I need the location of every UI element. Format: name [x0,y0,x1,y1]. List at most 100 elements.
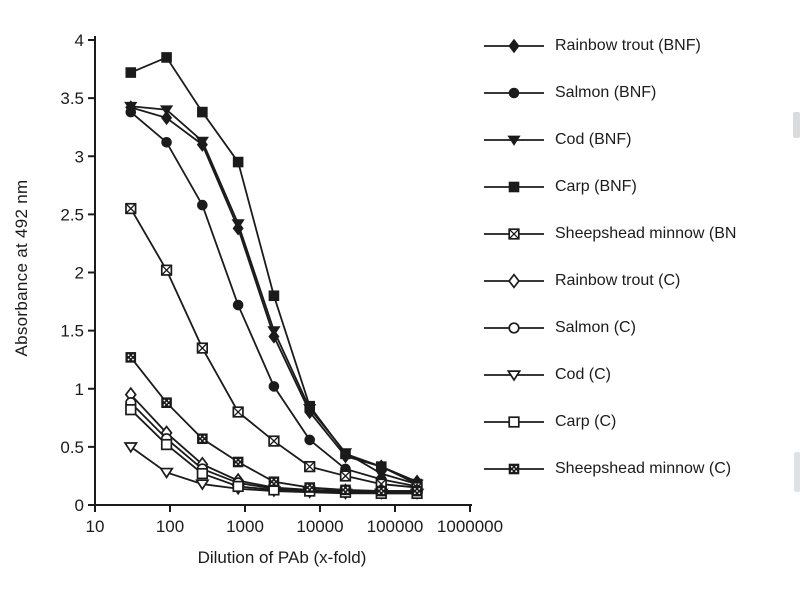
circle-filled-marker [268,381,280,392]
square-speckled-marker [268,476,280,488]
legend-label: Carp (BNF) [555,177,637,195]
legend-marker [484,463,544,474]
legend-marker [484,321,544,334]
square-filled-marker [232,156,244,168]
legend-item-5: Rainbow trout (C) [482,257,736,304]
square-x-marker [160,264,173,276]
triangle-down-filled-marker [507,135,521,146]
legend-marker [484,38,544,53]
diamond-filled-marker [508,38,520,53]
legend-marker [484,135,544,146]
circle-filled-marker [304,434,316,446]
diamond-open-marker [508,272,520,289]
y-tick-label: 3 [75,147,84,166]
square-filled-marker [340,448,351,460]
legend-item-4: Sheepshead minnow (BN [482,210,736,257]
circle-filled-marker [508,87,520,98]
y-tick-label: 1 [75,380,84,399]
legend-label: Salmon (BNF) [555,83,657,101]
y-axis-title: Absorbance at 492 nm [12,179,31,357]
square-x-marker [508,227,520,240]
legend-item-3: Carp (BNF) [482,163,736,210]
triangle-down-filled-marker [124,101,138,113]
x-tick-label: 100 [156,517,184,536]
square-speckled-marker [125,352,137,363]
legend-item-7: Cod (C) [482,351,736,398]
legend-label: Sheepshead minnow (BN [555,224,737,242]
square-x-marker [268,435,280,447]
legend-item-0: Rainbow trout (BNF) [482,22,736,69]
legend-label: Carp (C) [555,412,617,430]
x-axis-title: Dilution of PAb (x-fold) [197,548,367,567]
square-speckled-marker [411,485,423,497]
square-open-marker [160,438,173,451]
circle-filled-marker [197,199,208,211]
x-tick-label: 1000000 [437,517,503,536]
x-tick-label: 100000 [367,517,424,536]
legend-item-8: Carp (C) [482,398,736,445]
legend-marker [484,369,544,382]
square-open-marker [232,480,244,493]
y-tick-label: 3.5 [60,89,84,108]
square-speckled-marker [197,433,208,445]
legend-label: Rainbow trout (BNF) [555,36,701,54]
square-speckled-marker [304,482,316,493]
square-speckled-marker [232,456,244,468]
square-filled-marker [375,461,387,472]
triangle-down-filled-marker [195,136,209,148]
plot-svg: 0 0.5 1 1.5 2 2.5 3 3.5 4 10 100 1000 10000 100000 100… [60,31,503,536]
square-filled-marker [197,106,208,118]
triangle-down-open-marker [195,479,210,491]
square-speckled-marker [340,484,351,496]
diamond-filled-marker [161,110,173,126]
legend-marker [484,227,544,240]
series-line [130,356,418,492]
y-tick-label: 2.5 [60,205,84,224]
legend-label: Cod (BNF) [555,130,632,148]
y-tick-label: 0.5 [60,438,84,457]
triangle-down-filled-marker [231,219,245,230]
square-x-marker [232,406,244,418]
square-x-marker [196,342,209,354]
square-open-marker [125,404,137,416]
triangle-down-filled-marker [267,326,281,337]
legend-item-1: Salmon (BNF) [482,69,736,116]
square-filled-marker [508,181,520,192]
series-9 [125,352,423,497]
square-x-marker [304,460,316,473]
series-line [130,56,418,485]
circle-open-marker [508,321,520,334]
circle-filled-marker [232,299,244,311]
square-open-marker [196,467,209,480]
x-tick-label: 10 [86,517,105,536]
legend-item-9: Sheepshead minnow (C) [482,445,736,492]
square-speckled-marker [161,397,172,408]
square-speckled-marker [375,485,387,497]
x-tick-label: 10000 [296,517,343,536]
scan-artifact [793,112,800,138]
square-filled-marker [268,290,280,302]
triangle-down-filled-marker [159,105,174,116]
triangle-down-open-marker [159,467,174,479]
legend-marker [484,181,544,192]
y-tick-label: 1.5 [60,322,84,341]
legend-item-6: Salmon (C) [482,304,736,351]
y-tick-label: 4 [75,31,84,50]
y-tick-label: 0 [75,496,84,515]
triangle-down-open-marker [506,369,522,382]
legend-label: Sheepshead minnow (C) [555,459,732,477]
square-x-marker [339,470,352,482]
legend-marker [484,87,544,98]
legend-label: Cod (C) [555,365,612,383]
series-3 [125,52,423,490]
x-tick-label: 1000 [226,517,264,536]
scan-artifact [794,452,800,492]
y-tick-label: 2 [75,264,84,283]
legend-label: Salmon (C) [555,318,636,336]
triangle-down-open-marker [123,442,139,454]
legend-marker [484,272,544,289]
legend-label: Rainbow trout (C) [555,271,681,289]
square-filled-marker [161,52,172,63]
legend-marker [484,415,544,428]
